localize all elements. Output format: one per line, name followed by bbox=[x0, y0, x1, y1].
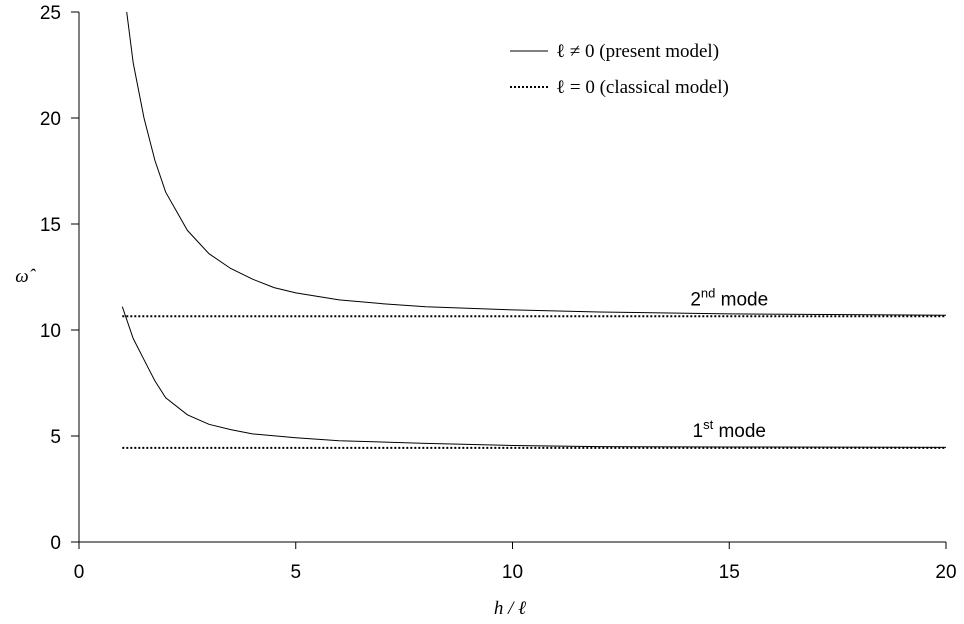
y-tick-label: 0 bbox=[50, 533, 61, 554]
legend-label-classical: ℓ = 0 (classical model) bbox=[556, 77, 729, 98]
y-axis-title-text: ω̂ bbox=[15, 266, 36, 287]
x-tick-label: 20 bbox=[935, 562, 956, 583]
x-axis-ticks: 0 5 10 15 20 bbox=[74, 542, 957, 583]
series-2nd-mode-present bbox=[127, 12, 946, 315]
x-tick-label: 5 bbox=[290, 562, 301, 583]
x-tick-label: 0 bbox=[74, 562, 85, 583]
y-tick-label: 5 bbox=[50, 427, 61, 448]
legend-label-present: ℓ ≠ 0 (present model) bbox=[556, 41, 719, 62]
x-axis-title: h / ℓ bbox=[494, 598, 526, 619]
y-tick-label: 10 bbox=[40, 321, 61, 342]
annotation-1st-mode: 1st mode bbox=[692, 417, 766, 442]
y-tick-label: 15 bbox=[40, 215, 61, 236]
y-axis-title: ω̂ bbox=[15, 266, 36, 287]
series-1st-mode-present bbox=[122, 307, 946, 448]
series-layer bbox=[122, 12, 946, 448]
annotation-2nd-mode: 2nd mode bbox=[690, 286, 768, 311]
y-axis-ticks: 0 5 10 15 20 25 bbox=[40, 3, 79, 554]
y-tick-label: 20 bbox=[40, 109, 61, 130]
x-tick-label: 15 bbox=[719, 562, 740, 583]
legend: ℓ ≠ 0 (present model) ℓ = 0 (classical m… bbox=[510, 41, 729, 98]
y-tick-label: 25 bbox=[40, 3, 61, 24]
x-tick-label: 10 bbox=[502, 562, 523, 583]
